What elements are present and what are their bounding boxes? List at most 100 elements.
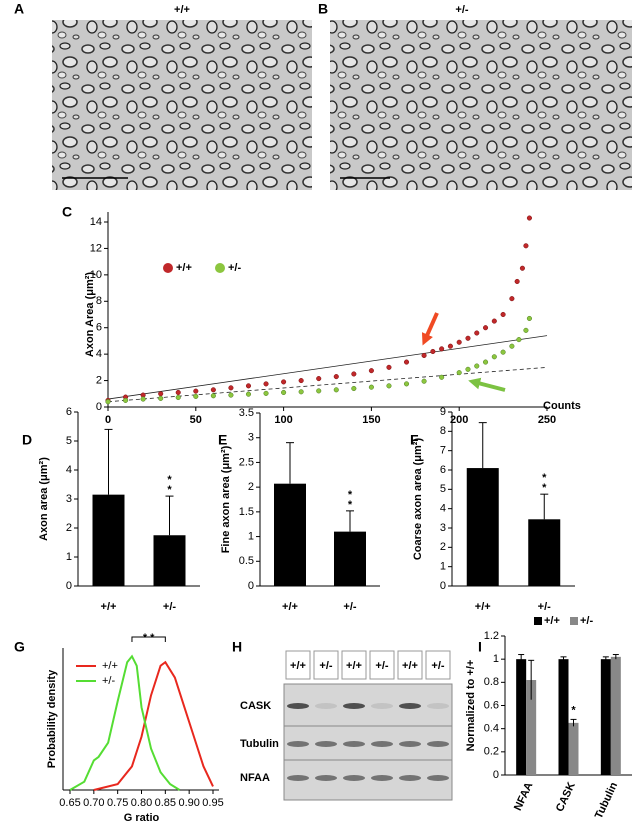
- y-tick-label: 7: [440, 445, 446, 457]
- bar: [558, 659, 569, 775]
- y-tick-label: 0.2: [484, 746, 499, 758]
- y-tick-label: 0.6: [484, 699, 499, 711]
- y-axis-label: Fine axon area (μm²): [220, 445, 232, 553]
- lane-label: +/-: [431, 660, 444, 672]
- point: [523, 243, 529, 249]
- y-tick-label: 2.5: [239, 456, 254, 468]
- point: [263, 381, 269, 387]
- panel-label: B: [318, 1, 328, 17]
- lane-box: [341, 650, 367, 680]
- point: [281, 379, 287, 385]
- y-axis-label: Axon area (μm²): [38, 457, 50, 541]
- x-tick-label: +/-: [163, 601, 176, 613]
- y-tick-label: 3: [440, 522, 446, 534]
- y-tick-label: 3: [66, 493, 72, 505]
- point: [526, 215, 532, 221]
- panel-label: F: [410, 432, 419, 448]
- y-tick-label: 5: [440, 483, 446, 495]
- x-tick-label: 150: [362, 414, 380, 426]
- significance: *: [348, 489, 353, 501]
- bar: [600, 659, 611, 775]
- point: [456, 339, 462, 345]
- point: [193, 393, 199, 399]
- band: [287, 703, 309, 709]
- point: [210, 387, 216, 393]
- point: [140, 396, 146, 402]
- bar: [334, 531, 366, 586]
- y-tick-label: 3.5: [239, 407, 254, 419]
- x-tick-label: 0.70: [83, 797, 104, 809]
- point: [403, 359, 410, 365]
- band: [371, 703, 393, 709]
- y-tick-label: 2: [66, 522, 72, 534]
- point: [509, 343, 515, 349]
- y-tick-label: 4: [440, 503, 446, 515]
- density-line: [93, 660, 214, 791]
- point: [351, 371, 357, 377]
- point: [245, 383, 252, 389]
- point: [523, 327, 529, 333]
- point: [333, 374, 339, 380]
- y-tick-label: 9: [440, 406, 446, 418]
- y-tick-label: 0: [66, 580, 72, 592]
- y-tick-label: 5: [66, 435, 72, 447]
- x-axis-label: G ratio: [124, 812, 160, 822]
- x-tick-label: 100: [274, 414, 292, 426]
- legend-label: +/-: [580, 615, 593, 627]
- point: [105, 399, 111, 405]
- point: [351, 385, 357, 392]
- y-axis-label: Normalized to +/+: [465, 660, 477, 752]
- point: [430, 348, 436, 355]
- x-tick-label: 0.65: [59, 797, 80, 809]
- panel-label: A: [14, 1, 24, 17]
- x-tick-label: +/-: [538, 601, 551, 613]
- bar: [516, 659, 527, 775]
- arrow: [421, 312, 439, 346]
- y-tick-label: 0: [96, 401, 102, 413]
- band: [399, 703, 421, 709]
- point: [333, 387, 339, 393]
- band: [427, 775, 449, 781]
- x-tick-label: 0: [105, 414, 111, 426]
- point: [210, 393, 216, 399]
- point: [175, 389, 181, 396]
- point: [245, 391, 252, 397]
- legend-marker: [570, 617, 578, 625]
- x-tick-label: +/-: [343, 601, 356, 613]
- point: [403, 381, 410, 387]
- x-tick-label: +/+: [475, 601, 491, 613]
- micrograph-title: +/-: [455, 4, 468, 16]
- y-tick-label: 4: [66, 464, 72, 476]
- legend-label: +/-: [102, 675, 115, 687]
- legend-marker: [215, 263, 225, 273]
- y-tick-label: 6: [440, 464, 446, 476]
- point: [514, 278, 520, 285]
- y-tick-label: 12: [90, 242, 102, 254]
- y-tick-label: 6: [96, 322, 102, 334]
- point: [228, 385, 234, 391]
- x-tick-label: 200: [450, 414, 468, 426]
- legend-label: +/+: [544, 615, 560, 627]
- x-tick-label: +/+: [101, 601, 117, 613]
- y-tick-label: 2: [440, 541, 446, 553]
- point: [474, 330, 480, 336]
- lane-box: [397, 650, 423, 680]
- y-tick-label: 2: [248, 481, 254, 493]
- point: [158, 395, 164, 401]
- panel-label: H: [232, 639, 242, 655]
- bar: [568, 722, 579, 775]
- lane-label: +/-: [319, 660, 332, 672]
- x-tick-label: 0.80: [131, 797, 152, 809]
- significance: *: [167, 474, 172, 486]
- y-tick-label: 0.4: [484, 723, 499, 735]
- point: [228, 392, 234, 398]
- point: [281, 389, 287, 396]
- point: [316, 388, 322, 394]
- significance-bracket: [131, 636, 166, 642]
- blot-image: [283, 683, 453, 801]
- lane-label: +/+: [290, 660, 306, 672]
- x-tick-label: 0.75: [107, 797, 128, 809]
- row-label: CASK: [240, 700, 271, 712]
- y-tick-label: 0.5: [239, 555, 254, 567]
- y-tick-label: 8: [440, 425, 446, 437]
